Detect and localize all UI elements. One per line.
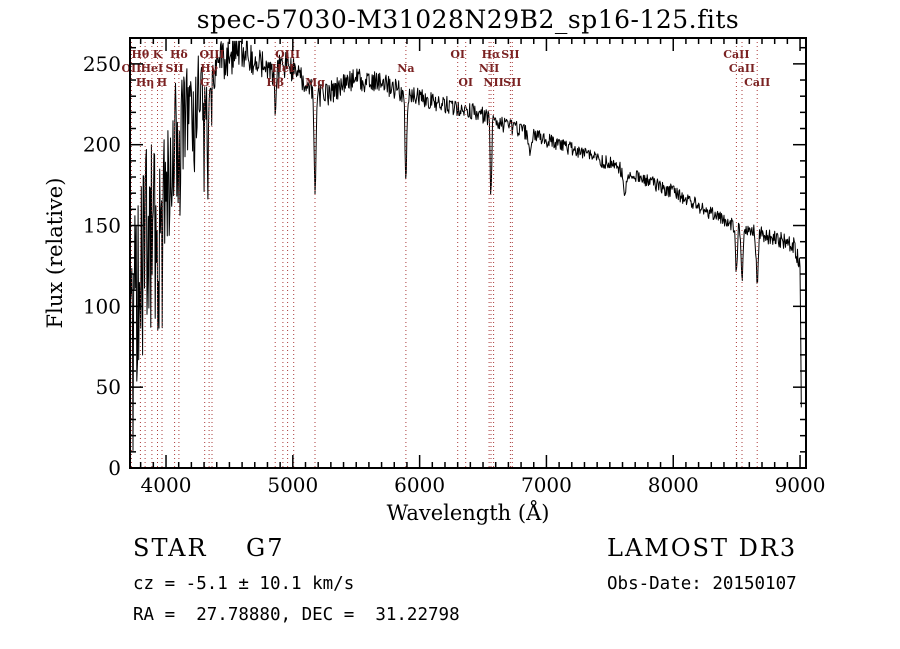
spectrum-chart: spec-57030-M31028N29B2_sp16-125.fits Wav… [43,5,826,525]
coords-text: RA = 27.78880, DEC = 31.22798 [133,605,460,625]
marker-label: OIII [199,48,224,61]
marker-label: Hθ [132,48,150,61]
marker-label: H [157,76,167,89]
marker-label: OI [450,48,465,61]
marker-label: NII [479,62,499,75]
marker-label: HeI [272,62,295,75]
marker-label: K [153,48,163,61]
axes-box [129,37,807,469]
y-tick-label: 100 [83,294,121,318]
marker-label: SII [503,76,521,89]
obs-date-text: Obs-Date: 20150107 [607,574,797,594]
x-tick-label: 7000 [521,473,572,497]
marker-label: Hγ [200,62,218,75]
marker-label: Mg [305,76,325,89]
marker-label: SII [165,62,183,75]
marker-label: CaII [744,76,770,89]
y-axis-label: Flux (relative) [43,178,67,329]
marker-label: CaII [723,48,749,61]
x-axis-label: Wavelength (Å) [387,500,550,525]
object-class-text: STAR G7 [133,534,285,562]
x-tick-label: 6000 [394,473,445,497]
marker-label: Na [397,62,414,75]
y-tick-label: 50 [96,375,121,399]
x-tick-label: 4000 [141,473,192,497]
marker-label: HeI [141,62,164,75]
y-tick-label: 200 [83,133,121,157]
marker-label: Hδ [170,48,188,61]
cz-text: cz = -5.1 ± 10.1 km/s [133,574,355,594]
plot-title: spec-57030-M31028N29B2_sp16-125.fits [197,5,740,34]
marker-label: CaII [729,62,755,75]
marker-label: Hβ [266,76,284,89]
marker-label: SII [501,48,519,61]
marker-label: Hα [482,48,501,61]
survey-text: LAMOST DR3 [607,534,798,562]
x-tick-label: 8000 [648,473,699,497]
y-tick-label: 150 [83,214,121,238]
marker-label: OI [458,76,473,89]
marker-label: OIII [275,48,300,61]
chart-content: OIIHθHηHeIKHSIIHδGHγOIIIHβHeIOIIIMgNaOIO… [83,37,826,497]
marker-label: Hη [136,76,154,89]
marker-label: G [200,76,209,89]
x-tick-label: 5000 [267,473,318,497]
marker-label: NII [483,76,503,89]
marker-label: OII [121,62,141,75]
y-tick-label: 0 [108,456,121,480]
y-tick-label: 250 [83,52,121,76]
x-tick-label: 9000 [775,473,826,497]
